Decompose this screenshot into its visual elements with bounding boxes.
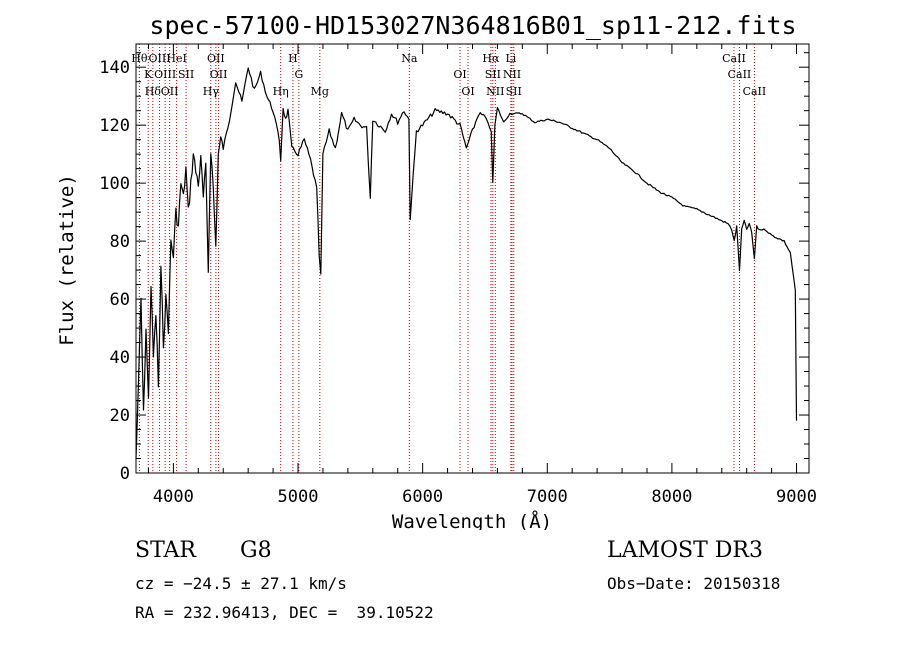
line-marker-label: OI	[453, 68, 466, 81]
line-marker-label: K	[144, 68, 153, 81]
line-marker-label: SII	[485, 68, 501, 81]
y-tick-label: 20	[110, 406, 130, 426]
line-marker-label: Hα	[482, 52, 500, 65]
line-marker-label: OI	[461, 85, 474, 98]
y-tick-label: 80	[110, 232, 130, 252]
x-tick-label: 8000	[651, 487, 692, 507]
survey-name: LAMOST DR3	[607, 538, 763, 563]
x-tick-label: 5000	[278, 487, 319, 507]
y-tick-label: 0	[120, 464, 130, 484]
line-marker-label: HeI	[166, 52, 186, 65]
plot-frame	[135, 43, 810, 474]
coordinates-text: RA = 232.96413, DEC = 39.10522	[135, 603, 434, 622]
line-marker-label: OII	[210, 68, 228, 81]
object-class: STAR	[135, 538, 196, 563]
line-marker-label: G	[294, 68, 303, 81]
line-marker-label: CaII	[728, 68, 752, 81]
line-marker-label: OII	[161, 85, 179, 98]
y-axis-label: Flux (relative)	[56, 174, 78, 346]
spectral-subclass: G8	[240, 538, 272, 563]
spectrum-line	[135, 67, 798, 459]
line-marker-label: Hγ	[203, 85, 220, 98]
y-tick-label: 40	[110, 348, 130, 368]
line-marker-label: SII	[506, 85, 522, 98]
line-marker-label: Hθ	[131, 52, 148, 65]
spectrum-chart: spec-57100-HD153027N364816B01_sp11-212.f…	[56, 11, 817, 530]
line-marker-label: NII	[503, 68, 521, 81]
y-tick-label: 100	[99, 174, 130, 194]
obs-date-text: Obs−Date: 20150318	[607, 574, 781, 593]
line-marker-label: Hδ	[145, 85, 162, 98]
line-marker-label: OII	[207, 52, 225, 65]
line-marker-label: SII	[178, 68, 194, 81]
line-marker-label: Mg	[311, 85, 329, 98]
y-tick-label: 140	[99, 58, 130, 78]
line-marker-label: OIII	[154, 68, 176, 81]
x-tick-label: 9000	[776, 487, 817, 507]
x-axis-label: Wavelength (Å)	[392, 510, 552, 530]
x-tick-label: 7000	[527, 487, 568, 507]
chart-title: spec-57100-HD153027N364816B01_sp11-212.f…	[149, 11, 796, 40]
line-marker-label: NII	[486, 85, 504, 98]
line-marker-label: H	[288, 52, 298, 65]
line-marker-label: CaII	[722, 52, 746, 65]
line-marker-label: CaII	[743, 85, 767, 98]
line-markers	[138, 44, 755, 473]
y-tick-label: 120	[99, 116, 130, 136]
x-axis-ticks: 4000 5000 6000 7000 8000 9000	[147, 44, 817, 507]
y-tick-label: 60	[110, 290, 130, 310]
redshift-text: cz = −24.5 ± 27.1 km/s	[135, 574, 347, 593]
x-tick-label: 4000	[153, 487, 194, 507]
line-marker-label: OIII	[149, 52, 171, 65]
line-marker-label: Na	[401, 52, 418, 65]
y-axis-ticks: 0 20 40 60 80 100 120 140	[99, 52, 809, 484]
line-marker-label: Li	[505, 52, 516, 65]
line-marker-labels: Hθ K Hδ OIII OIII OII HeI SII Hγ OII OII Hη HG Mg Na OI…	[131, 52, 766, 98]
line-marker-label: Hη	[273, 85, 289, 98]
x-tick-label: 6000	[402, 487, 443, 507]
